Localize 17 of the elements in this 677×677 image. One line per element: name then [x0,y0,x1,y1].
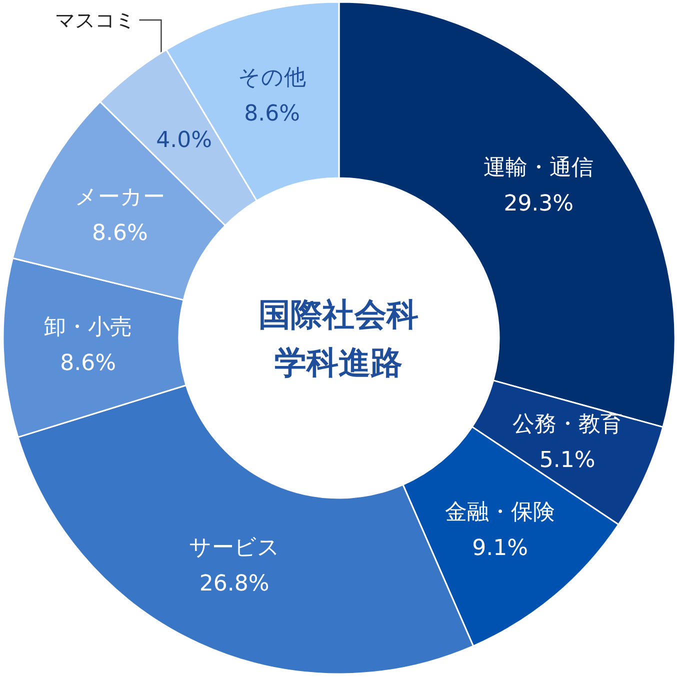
slice-label: サービス [188,536,280,561]
text: 国際社会科学科進路 [258,296,418,382]
slice-label: 公務・教育 [512,410,622,437]
slice-label: 運輸・通信 [484,155,594,180]
data-label: 4.0% [156,128,212,154]
slice-label: その他 [238,66,306,91]
slice-label: メーカー [74,184,165,210]
data-label: 5.1% [539,448,596,473]
data-label: 26.8% [199,572,270,597]
data-label: 8.6% [92,220,148,246]
data-label: 8.6% [60,350,116,376]
data-label: 9.1% [472,536,528,561]
data-label: 29.3% [504,191,574,216]
data-label: 8.6% [244,102,300,127]
slice-label: 卸・小売 [44,314,132,340]
slice-label: 金融・保険 [445,500,556,525]
slice-label: マスコミ [55,8,136,32]
